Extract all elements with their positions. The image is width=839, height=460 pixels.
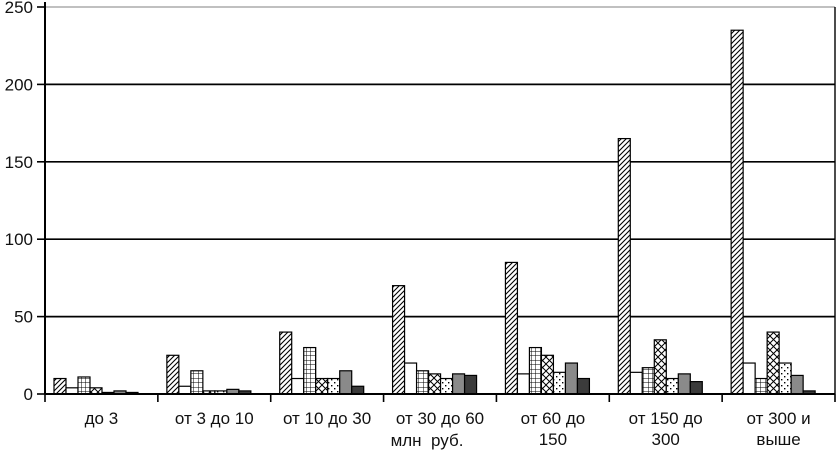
y-tick-label-200: 200 xyxy=(5,75,33,94)
bar-cat4-series-5-dots xyxy=(552,371,567,395)
bar-cat6-series-6-gray xyxy=(790,374,804,395)
axes-layer xyxy=(37,2,836,402)
bar-cat6-series-4-crosshatch xyxy=(766,331,780,395)
bar-cat3-series-4-crosshatch xyxy=(427,373,442,395)
y-tick-label-150: 150 xyxy=(5,153,33,172)
y-tick-label-50: 50 xyxy=(14,308,33,327)
bar-cat2-series-5-dots xyxy=(327,377,341,395)
bar-cat6-series-2-white xyxy=(742,362,756,395)
bar-cat4-series-2-white xyxy=(516,373,531,395)
x-category-label-4-line2: 150 xyxy=(539,430,567,449)
bar-cat5-series-5-dots xyxy=(665,377,679,395)
bar-cat3-series-1-diagonal-hatch xyxy=(391,285,406,395)
bar-cat5-series-1-diagonal-hatch xyxy=(617,137,631,395)
bar-cat4-series-3-grid xyxy=(528,346,543,395)
x-category-label-2: от 10 до 30 xyxy=(283,409,371,428)
bar-cat2-series-1-diagonal-hatch xyxy=(279,331,293,395)
bar-cat1-series-3-grid xyxy=(190,370,204,395)
x-axis-unit-label: млн руб. xyxy=(390,431,464,450)
x-category-label-3: от 30 до 60 xyxy=(396,409,484,428)
bar-cat4-series-7-dark xyxy=(576,377,591,395)
bar-cat2-series-2-white xyxy=(291,377,305,395)
bar-cat5-series-6-gray xyxy=(677,373,691,395)
axis-labels-layer: 0 50 100 150 200 250 до 3 от 3 до 10 от 10 до 30… xyxy=(5,0,811,449)
bar-cat5-series-2-white xyxy=(629,371,643,395)
bar-cat1-series-2-white xyxy=(178,385,192,395)
bar-cat0-series-3-grid xyxy=(77,376,91,395)
bar-cat2-series-6-gray xyxy=(339,370,353,395)
bar-cat2-series-4-crosshatch xyxy=(315,377,329,395)
bar-cat2-series-3-grid xyxy=(303,346,317,395)
x-category-label-6-line2: выше xyxy=(756,430,800,449)
bar-cat3-series-3-grid xyxy=(415,370,430,395)
gridlines-layer xyxy=(45,6,835,318)
bar-cat5-series-4-crosshatch xyxy=(653,339,667,395)
bar-cat3-series-2-white xyxy=(403,362,418,395)
bar-cat4-series-4-crosshatch xyxy=(540,354,555,395)
y-tick-label-250: 250 xyxy=(5,0,33,17)
x-category-label-1: от 3 до 10 xyxy=(175,409,254,428)
bar-cat3-series-5-dots xyxy=(439,377,454,395)
bar-cat3-series-6-gray xyxy=(451,373,466,395)
bar-cat6-series-1-diagonal-hatch xyxy=(730,29,744,395)
bar-cat6-series-3-grid xyxy=(754,377,768,395)
x-category-label-0: до 3 xyxy=(85,409,119,428)
x-category-label-5-line1: от 150 до xyxy=(629,409,703,428)
y-tick-label-0: 0 xyxy=(24,385,33,404)
bar-cat2-series-7-dark xyxy=(351,385,365,395)
x-category-label-6-line1: от 300 и xyxy=(747,409,811,428)
x-category-label-4-line1: от 60 до xyxy=(521,409,586,428)
bar-cat6-series-5-dots xyxy=(778,362,792,395)
bar-cat4-series-1-diagonal-hatch xyxy=(504,261,519,395)
bar-cat5-series-7-dark xyxy=(689,381,703,395)
x-category-label-5-line2: 300 xyxy=(652,430,680,449)
bar-cat5-series-3-grid xyxy=(641,367,655,395)
bar-cat1-series-1-diagonal-hatch xyxy=(166,354,180,395)
y-tick-label-100: 100 xyxy=(5,230,33,249)
bar-cat4-series-6-gray xyxy=(564,362,579,395)
bar-cat0-series-1-diagonal-hatch xyxy=(53,377,67,395)
bar-cat3-series-7-dark xyxy=(463,374,478,395)
